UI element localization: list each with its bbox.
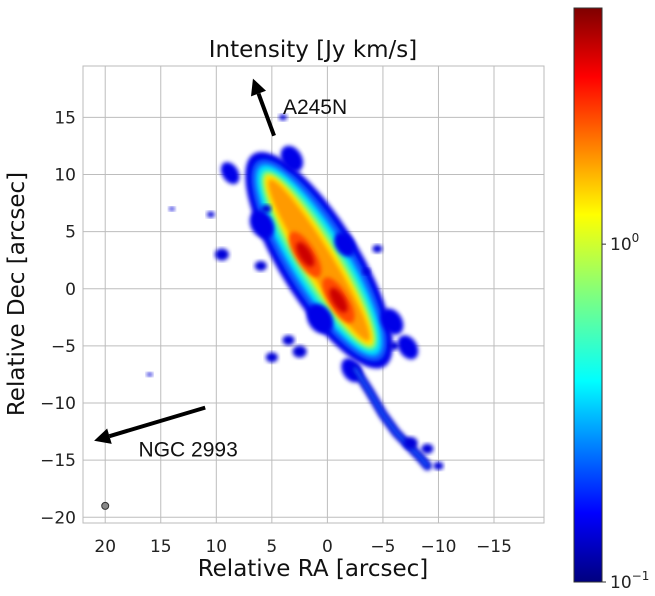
annotation-arrow-head <box>94 428 112 444</box>
colorbar-ticks: 100 10−1 <box>602 231 649 593</box>
disk-edge-blob <box>334 232 355 257</box>
emission-clump <box>372 244 383 253</box>
y-tick-label: 10 <box>54 166 76 186</box>
x-tick-label: 5 <box>266 537 277 557</box>
plot-frame <box>82 65 545 524</box>
tidal-tail-core <box>353 367 429 468</box>
peak-core <box>296 242 315 267</box>
emission-clump <box>282 335 295 346</box>
annotation-arrow-shaft <box>256 92 276 137</box>
x-tick-label: 10 <box>205 537 227 557</box>
disk-edge-blob <box>397 335 419 360</box>
peak-core <box>329 287 348 313</box>
emission-peak <box>322 277 355 323</box>
emission-clump <box>403 437 418 450</box>
disk-edge-blob <box>220 162 240 185</box>
y-tick-label: −20 <box>40 508 76 528</box>
annotations: A245N NGC 2993 <box>94 78 347 462</box>
y-tick-labels: 15 10 5 0 −5 −10 −15 −20 <box>40 108 76 528</box>
emission-clump <box>206 211 215 218</box>
beam-ellipse <box>101 501 110 510</box>
emission-clump <box>433 461 444 470</box>
x-tick-label: 0 <box>322 537 333 557</box>
emission-clump <box>389 341 400 350</box>
grid <box>83 66 544 523</box>
emission-clump <box>168 206 175 211</box>
y-tick-label: −5 <box>51 337 76 357</box>
disk-edge-blob <box>380 308 404 335</box>
x-tick-label: 20 <box>94 537 116 557</box>
y-tick-label: 0 <box>65 280 76 300</box>
y-tick-label: −10 <box>40 394 76 414</box>
disk-edge-blob <box>280 145 304 172</box>
colorbar-tick-label: 10−1 <box>610 569 649 593</box>
x-tick-label: −10 <box>421 537 457 557</box>
disk-edge-blob <box>249 210 275 239</box>
emission-clump <box>146 372 153 377</box>
x-tick-label: 15 <box>150 537 172 557</box>
disk-edge-blob <box>306 303 334 334</box>
emission-clump <box>254 260 267 271</box>
emission-peak <box>289 231 322 278</box>
emission-clump <box>265 352 278 363</box>
emission-clump <box>278 114 287 121</box>
y-tick-label: −15 <box>40 451 76 471</box>
emission-clump <box>421 443 434 454</box>
annotation-label: A245N <box>283 96 347 119</box>
x-axis-title: Relative RA [arcsec] <box>198 556 429 582</box>
annotation-label: NGC 2993 <box>139 439 238 462</box>
emission-clump <box>292 345 307 358</box>
annotation-arrow-head <box>251 78 267 97</box>
emission-clump <box>362 268 371 275</box>
emission-map <box>101 114 444 510</box>
chart-title: Intensity [Jy km/s] <box>209 37 418 63</box>
x-tick-label: −5 <box>370 537 395 557</box>
y-axis-title: Relative Dec [arcsec] <box>4 172 30 416</box>
y-tick-label: 15 <box>54 108 76 128</box>
annotation-arrow-shaft <box>108 405 206 439</box>
emission-clump <box>261 204 272 213</box>
colorbar-tick-label: 100 <box>610 231 639 255</box>
colorbar <box>573 7 603 583</box>
x-tick-labels: 20 15 10 5 0 −5 −10 −15 <box>94 537 512 557</box>
y-tick-label: 5 <box>65 223 76 243</box>
emission-clump <box>214 248 229 261</box>
x-tick-label: −15 <box>476 537 512 557</box>
